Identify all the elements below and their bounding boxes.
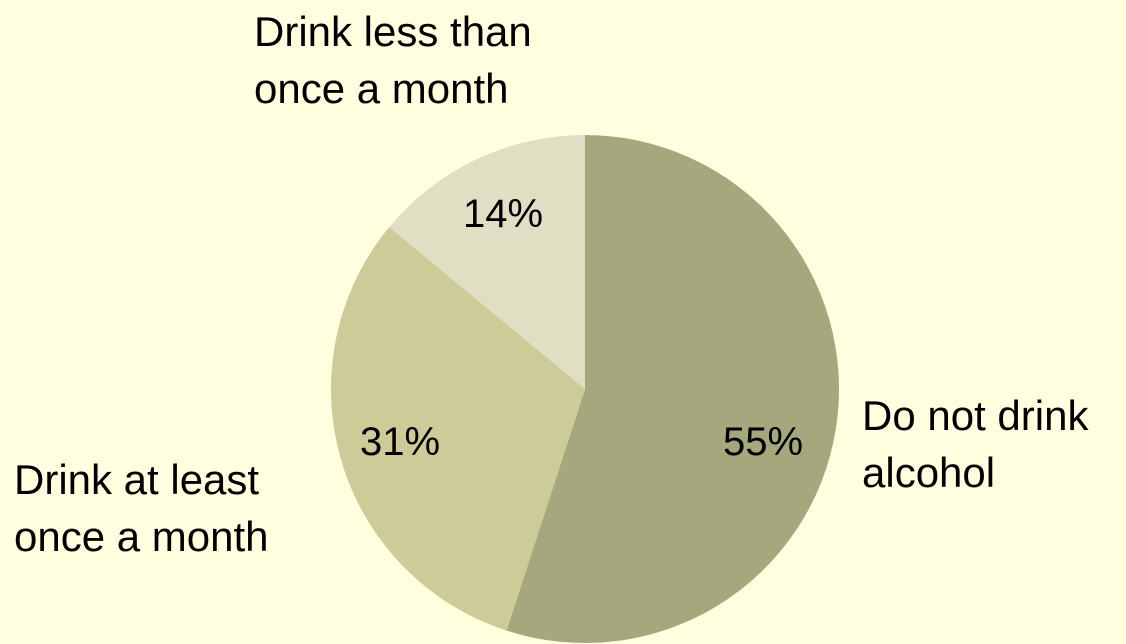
slice-category-label-do-not-drink: Do not drink alcohol — [862, 392, 1089, 496]
category-label-line: Do not drink — [862, 392, 1089, 439]
category-label-line: once a month — [254, 65, 509, 112]
slice-category-label-drink-less-than-monthly: Drink less than once a month — [254, 8, 532, 112]
slice-category-label-drink-at-least-monthly: Drink at least once a month — [14, 456, 269, 560]
slice-value-label-do-not-drink: 55% — [723, 420, 803, 464]
category-label-line: alcohol — [862, 449, 995, 496]
pie-slice-drink-less-than-monthly — [389, 135, 585, 389]
category-label-line: Drink at least — [14, 456, 259, 503]
category-label-line: once a month — [14, 513, 269, 560]
pie-slices — [330, 135, 839, 644]
category-label-line: Drink less than — [254, 8, 532, 55]
pie-slice-do-not-drink — [506, 135, 839, 644]
slice-value-label-drink-at-least-monthly: 31% — [360, 420, 440, 464]
slice-value-label-drink-less-than-monthly: 14% — [463, 192, 543, 236]
pie-slice-drink-at-least-monthly — [330, 227, 585, 631]
